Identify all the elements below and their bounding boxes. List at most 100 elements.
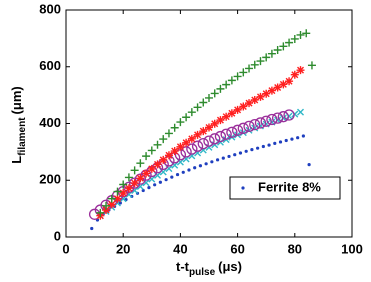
point [285, 77, 294, 86]
point [256, 57, 265, 66]
point [180, 146, 192, 158]
point [262, 89, 271, 98]
point [182, 138, 191, 147]
point [222, 80, 231, 89]
point [278, 140, 283, 144]
point [186, 143, 198, 155]
point [147, 164, 156, 173]
point [193, 166, 197, 170]
y-label-main: L [9, 156, 24, 164]
x-tick-label: 20 [116, 241, 130, 256]
point [233, 105, 242, 114]
point [164, 129, 173, 138]
point [159, 155, 168, 164]
point [148, 175, 156, 183]
point [216, 116, 225, 125]
point [175, 172, 180, 177]
point [284, 138, 288, 143]
point [245, 99, 254, 108]
point [205, 123, 213, 132]
point [220, 128, 232, 140]
point [171, 161, 179, 169]
point [227, 76, 236, 85]
point [90, 226, 94, 231]
point [239, 68, 248, 77]
point [176, 118, 185, 127]
point [198, 164, 203, 168]
point [193, 130, 202, 139]
point [176, 158, 184, 166]
x-tick-label: 60 [230, 241, 244, 256]
point [243, 120, 255, 132]
x-axis-label: t-tpulse (μs) [176, 259, 242, 277]
point [267, 143, 271, 147]
x-label-unit: (μs) [218, 259, 242, 274]
point [307, 163, 311, 167]
point [102, 201, 111, 210]
point [266, 113, 278, 126]
point [273, 83, 282, 92]
point [159, 168, 167, 176]
point [214, 130, 227, 143]
x-label-sub: pulse [189, 267, 216, 278]
point [136, 174, 145, 183]
point [119, 189, 128, 198]
point [222, 112, 231, 121]
point [226, 126, 238, 138]
point [307, 61, 316, 70]
point [273, 46, 282, 55]
point [136, 159, 145, 168]
point [231, 124, 244, 136]
point [147, 186, 151, 190]
point [187, 168, 191, 172]
x-label-main: t-t [176, 259, 190, 274]
point [187, 108, 196, 117]
point [227, 154, 231, 159]
point [279, 80, 288, 89]
point [107, 194, 116, 203]
point [197, 137, 209, 150]
y-tick-label: 600 [39, 58, 61, 73]
point [124, 184, 133, 193]
point [262, 53, 271, 62]
point [159, 135, 168, 144]
point [216, 84, 225, 93]
point [285, 38, 294, 47]
point [113, 187, 122, 196]
point [142, 152, 151, 161]
point [210, 119, 219, 128]
point [297, 108, 305, 116]
point [181, 170, 185, 174]
point [128, 177, 141, 189]
point [250, 95, 259, 104]
point [290, 34, 299, 43]
point [267, 49, 276, 58]
y-tick-label: 0 [54, 228, 61, 243]
point [199, 98, 208, 107]
point [182, 113, 191, 122]
point [170, 147, 179, 156]
y-label-sub: filament [17, 117, 28, 156]
x-tick-label: 40 [173, 241, 187, 256]
point [221, 156, 225, 160]
point [153, 183, 157, 187]
y-tick-label: 400 [39, 115, 61, 130]
point [250, 60, 259, 69]
point [154, 171, 162, 179]
point [296, 30, 305, 39]
point [254, 117, 267, 129]
point [277, 111, 290, 123]
point [210, 89, 219, 98]
point [203, 135, 215, 147]
y-tick-label: 200 [39, 172, 61, 187]
point [245, 64, 254, 73]
point [301, 134, 305, 138]
point [113, 194, 122, 203]
legend-marker [241, 186, 245, 190]
point [199, 127, 208, 136]
point [193, 103, 202, 112]
point [164, 178, 168, 182]
point [102, 206, 111, 215]
point [260, 115, 272, 127]
